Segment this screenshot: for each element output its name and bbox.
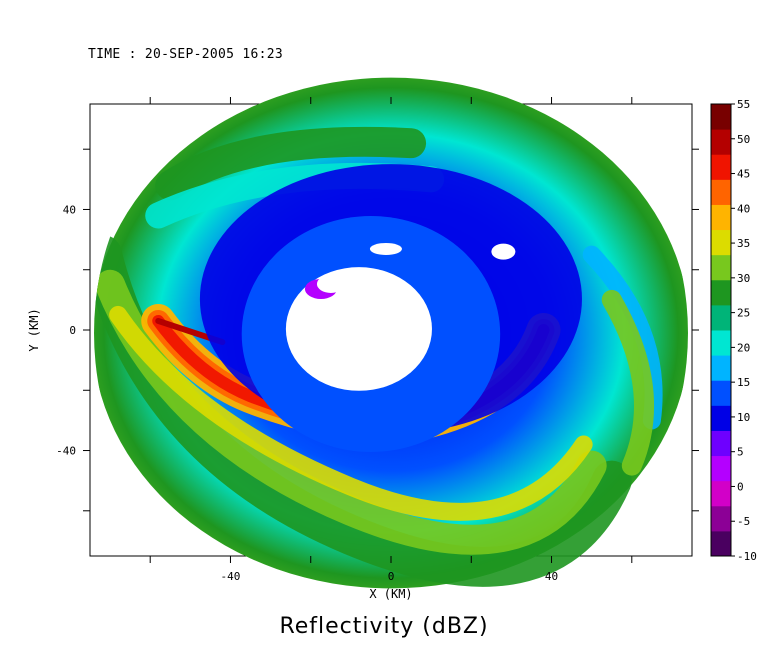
colorbar-label: 30 [737, 272, 750, 285]
y-tick-label: 0 [69, 324, 76, 337]
colorbar-segment [711, 154, 731, 180]
eye-clear-3 [369, 242, 402, 255]
colorbar-label: -5 [737, 515, 750, 528]
y-tick-label: 40 [63, 203, 76, 216]
rainband-3 [155, 126, 427, 201]
colorbar-frame [710, 103, 732, 557]
colorbar-segment [711, 455, 731, 482]
colorbar-segment [711, 430, 731, 457]
colorbar-label: 15 [737, 376, 750, 389]
colorbar-segment [711, 530, 731, 557]
colorbar-label: 0 [737, 480, 744, 493]
colorbar-label: 50 [737, 133, 750, 146]
x-tick-label: 40 [545, 570, 558, 583]
colorbar-label: 40 [737, 202, 750, 215]
time-label: TIME : 20-SEP-2005 16:23 [88, 47, 284, 62]
eye-clear-2 [316, 274, 345, 293]
colorbar-segment [711, 330, 731, 356]
colorbar-segment [711, 179, 731, 205]
x-tick-label: -40 [221, 570, 241, 583]
colorbar-label: 25 [737, 307, 750, 320]
rainband-2 [109, 305, 593, 521]
colorbar-segment [711, 480, 731, 507]
colorbar-segment [711, 304, 731, 331]
colorbar-segment [711, 254, 731, 281]
plot-axes: -40 0 40 -40 0 40 X (KM) Y (KM) [27, 97, 699, 601]
reflectivity-field [94, 77, 688, 589]
colorbar-label: 10 [737, 411, 750, 424]
colorbar-segment [711, 104, 731, 130]
colorbar: -10 -5 0 5 10 15 20 25 30 35 40 45 50 55 [710, 98, 757, 563]
colorbar-segment [711, 204, 731, 231]
colorbar-segment [711, 129, 731, 155]
colorbar-label: 35 [737, 237, 750, 250]
colorbar-label: 20 [737, 341, 750, 354]
eye-clear-4 [491, 243, 516, 260]
colorbar-label: 45 [737, 168, 750, 181]
colorbar-label: -10 [737, 550, 757, 563]
colorbar-segment [711, 505, 731, 532]
x-tick-label: 0 [388, 570, 395, 583]
x-axis-label: X (KM) [369, 587, 412, 601]
y-tick-label: -40 [56, 445, 76, 458]
colorbar-label: 5 [737, 446, 744, 459]
y-axis-label: Y (KM) [27, 308, 41, 351]
colorbar-segment [711, 405, 731, 431]
rainband-6 [601, 289, 654, 476]
chart-title: Reflectivity (dBZ) [279, 614, 489, 639]
colorbar-label: 55 [737, 98, 750, 111]
colorbar-segment [711, 229, 731, 256]
colorbar-segment [711, 355, 731, 381]
colorbar-segment [711, 380, 731, 406]
colorbar-segment [711, 279, 731, 306]
